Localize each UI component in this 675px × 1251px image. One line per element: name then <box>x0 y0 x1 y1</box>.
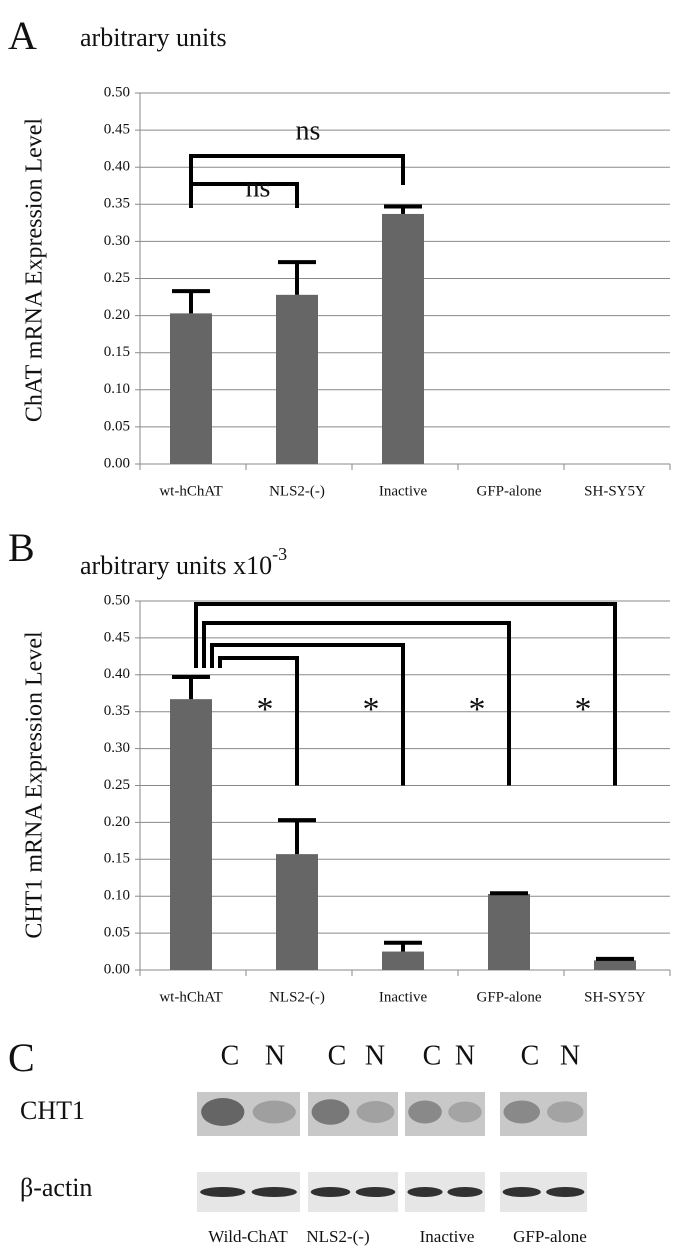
x-tick-label: Inactive <box>379 989 428 1005</box>
column-label: C <box>328 1040 347 1071</box>
cht1-band <box>408 1101 442 1124</box>
error-bar <box>384 943 422 952</box>
actin-band <box>407 1187 442 1197</box>
column-label: C <box>521 1040 540 1071</box>
x-tick-label: NLS2-(-) <box>269 483 325 499</box>
y-tick-label: 0.40 <box>104 666 130 682</box>
y-tick-label: 0.45 <box>104 122 130 138</box>
lane-label: GFP-alone <box>513 1227 587 1246</box>
y-tick-label: 0.35 <box>104 196 130 212</box>
y-tick-label: 0.05 <box>104 418 130 434</box>
cht1-band <box>312 1099 350 1125</box>
actin-band <box>356 1187 396 1197</box>
significance-label: * <box>363 691 380 728</box>
y-tick-label: 0.20 <box>104 307 130 323</box>
y-tick-label: 0.10 <box>104 888 130 904</box>
y-tick-label: 0.30 <box>104 233 130 249</box>
y-tick-label: 0.50 <box>104 592 130 608</box>
y-tick-label: 0.45 <box>104 629 130 645</box>
significance-label: * <box>257 691 274 728</box>
bar <box>276 854 318 970</box>
panel-label: B <box>8 525 35 570</box>
actin-band <box>503 1187 541 1197</box>
chart-title: arbitrary units x10-3 <box>80 544 287 580</box>
column-label: N <box>455 1040 475 1071</box>
cht1-band <box>201 1098 244 1126</box>
y-tick-label: 0.15 <box>104 851 130 867</box>
significance-label: ns <box>296 115 321 146</box>
lane-label: NLS2-(-) <box>306 1227 369 1246</box>
row-label: CHT1 <box>20 1096 85 1125</box>
error-bar <box>172 291 210 313</box>
bar <box>382 952 424 970</box>
chart-title: arbitrary units <box>80 23 227 52</box>
lane-label: Inactive <box>420 1227 475 1246</box>
bar <box>276 295 318 464</box>
y-tick-label: 0.25 <box>104 777 130 793</box>
cht1-band <box>448 1102 482 1123</box>
x-tick-label: NLS2-(-) <box>269 989 325 1005</box>
y-tick-label: 0.20 <box>104 814 130 830</box>
y-tick-label: 0.00 <box>104 961 130 977</box>
actin-band <box>447 1187 482 1197</box>
cht1-band <box>357 1101 395 1123</box>
title-text: arbitrary units x10 <box>80 551 272 580</box>
y-tick-label: 0.10 <box>104 381 130 397</box>
panel-label: C <box>8 1035 35 1080</box>
cht1-band <box>503 1101 540 1124</box>
y-tick-label: 0.15 <box>104 344 130 360</box>
y-tick-label: 0.30 <box>104 740 130 756</box>
x-tick-label: wt-hChAT <box>159 483 222 499</box>
column-label: C <box>221 1040 240 1071</box>
y-tick-label: 0.40 <box>104 159 130 175</box>
y-axis-label: ChAT mRNA Expression Level <box>22 118 48 423</box>
actin-band <box>546 1187 584 1197</box>
column-label: N <box>560 1040 580 1071</box>
column-label: N <box>265 1040 285 1071</box>
y-tick-label: 0.25 <box>104 270 130 286</box>
x-tick-label: wt-hChAT <box>159 989 222 1005</box>
y-tick-label: 0.50 <box>104 84 130 100</box>
error-bar <box>596 959 634 960</box>
x-tick-label: SH-SY5Y <box>584 483 646 499</box>
significance-label: * <box>469 691 486 728</box>
bar <box>170 313 212 464</box>
cht1-band <box>253 1101 296 1124</box>
significance-bracket <box>191 156 403 185</box>
significance-bracket <box>204 623 509 786</box>
column-label: C <box>423 1040 442 1071</box>
significance-label: ns <box>246 172 271 203</box>
actin-band <box>252 1187 297 1197</box>
lane-label: Wild-ChAT <box>208 1227 288 1246</box>
error-bar <box>172 677 210 699</box>
title-text: arbitrary units <box>80 23 227 52</box>
actin-band <box>200 1187 245 1197</box>
bar <box>170 699 212 970</box>
cht1-band <box>547 1101 584 1123</box>
y-tick-label: 0.35 <box>104 703 130 719</box>
panel-label: A <box>8 13 37 58</box>
bar <box>488 894 530 970</box>
error-bar <box>278 820 316 854</box>
error-bar <box>490 893 528 894</box>
bar <box>594 960 636 970</box>
error-bar <box>384 207 422 214</box>
x-tick-label: GFP-alone <box>477 483 542 499</box>
row-label: β-actin <box>20 1173 92 1202</box>
column-label: N <box>365 1040 385 1071</box>
actin-band <box>311 1187 351 1197</box>
x-tick-label: GFP-alone <box>477 989 542 1005</box>
title-superscript: -3 <box>272 544 287 564</box>
x-tick-label: Inactive <box>379 483 428 499</box>
y-axis-label: CHT1 mRNA Expression Level <box>22 631 48 939</box>
figure: Aarbitrary units ChAT mRNA Expression Lev… <box>0 0 675 1251</box>
y-tick-label: 0.05 <box>104 925 130 941</box>
x-tick-label: SH-SY5Y <box>584 989 646 1005</box>
bar <box>382 214 424 464</box>
y-tick-label: 0.00 <box>104 455 130 471</box>
significance-label: * <box>575 691 592 728</box>
